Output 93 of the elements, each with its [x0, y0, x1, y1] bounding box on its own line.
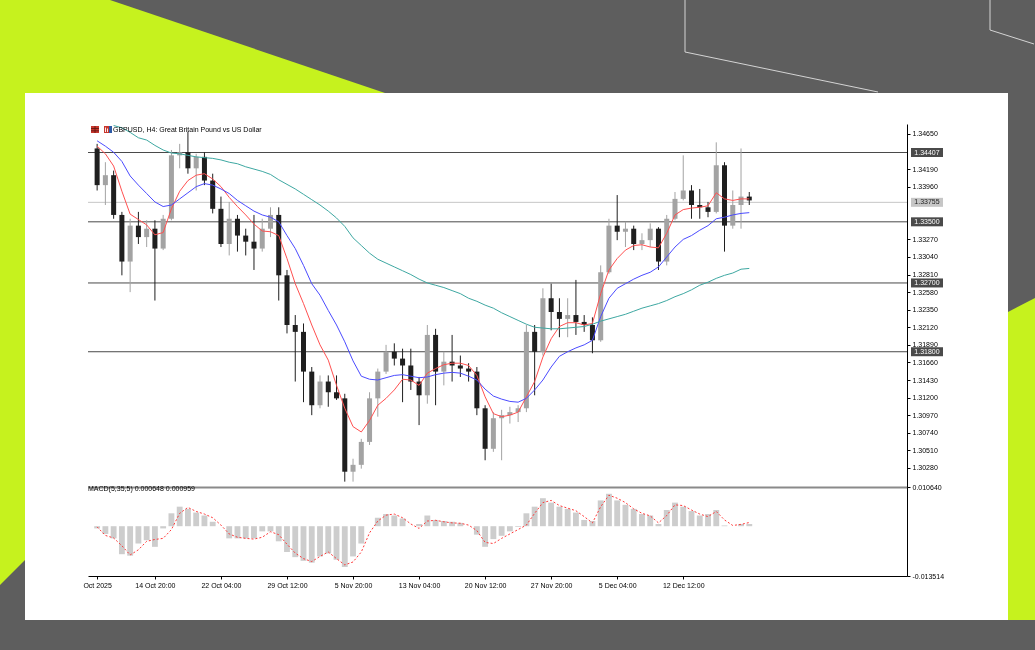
candlestick [251, 214, 257, 271]
candlestick [631, 225, 637, 251]
bar [151, 526, 158, 547]
bar [292, 526, 299, 558]
bar [160, 526, 167, 529]
candlestick [705, 201, 711, 218]
bar [102, 526, 109, 534]
bar [713, 509, 720, 527]
bar [193, 512, 200, 527]
bar [639, 514, 645, 527]
bar [432, 519, 439, 527]
bar [135, 526, 142, 544]
candlestick [334, 374, 340, 401]
bar [523, 513, 530, 527]
candlestick [639, 232, 645, 251]
bar [606, 493, 612, 527]
candlestick [234, 214, 240, 253]
bar [176, 506, 183, 527]
bar [391, 515, 398, 527]
bar [746, 523, 753, 527]
bar [482, 526, 489, 547]
bar [672, 502, 678, 527]
bar [284, 526, 290, 552]
bar [325, 526, 332, 554]
candlestick [565, 297, 571, 338]
candlestick [350, 458, 356, 483]
candlestick [185, 131, 191, 175]
bar [118, 526, 125, 555]
bar [597, 500, 604, 527]
candlestick [556, 297, 562, 338]
bar [440, 521, 447, 527]
bar [275, 526, 282, 542]
candlestick [243, 228, 249, 256]
candlestick [152, 219, 158, 302]
bar [531, 506, 538, 527]
candlestick [383, 344, 389, 375]
bar [226, 526, 233, 539]
candlestick [466, 362, 472, 383]
bar [705, 514, 711, 527]
bar [696, 515, 703, 527]
bar [127, 526, 134, 556]
candlestick [358, 438, 364, 470]
candlestick [102, 161, 108, 206]
candlestick [201, 151, 207, 186]
bar [490, 526, 497, 540]
candlestick [259, 218, 265, 253]
bar [548, 502, 555, 527]
bar [168, 513, 175, 527]
bar [259, 526, 266, 532]
bar [506, 526, 513, 532]
bar [251, 526, 257, 539]
candlestick [391, 342, 397, 366]
bar [680, 506, 687, 527]
bar [383, 514, 389, 527]
bar [647, 515, 654, 527]
bar [350, 526, 356, 557]
bar [556, 506, 563, 527]
bar [317, 526, 323, 557]
bar [143, 526, 150, 541]
candlestick [548, 283, 554, 331]
candlestick [193, 153, 199, 191]
candlestick [573, 279, 579, 336]
candlestick [672, 191, 678, 221]
bar [110, 526, 117, 539]
bar [358, 526, 365, 544]
bar [630, 508, 637, 527]
candlestick [267, 206, 273, 238]
candlestick [532, 324, 538, 396]
bar [614, 500, 621, 527]
candlestick [292, 314, 298, 383]
bar [242, 526, 249, 539]
bar [581, 519, 588, 527]
candlestick [730, 189, 736, 230]
bar [341, 526, 348, 568]
bar [209, 521, 216, 527]
candlestick [325, 374, 331, 408]
candlestick [647, 222, 653, 248]
bar [308, 526, 315, 563]
bar [663, 509, 670, 527]
candlestick [622, 221, 628, 248]
candlestick [317, 374, 323, 409]
bar [185, 508, 191, 527]
candlestick [688, 184, 694, 220]
candlestick [457, 355, 463, 378]
line-series [96, 494, 750, 566]
bar [564, 508, 571, 527]
bar [573, 512, 579, 527]
candlestick [614, 194, 620, 241]
bar [498, 526, 505, 536]
candlestick [135, 211, 141, 245]
candlestick [144, 219, 150, 248]
candlestick [680, 154, 686, 201]
bar [539, 498, 546, 527]
